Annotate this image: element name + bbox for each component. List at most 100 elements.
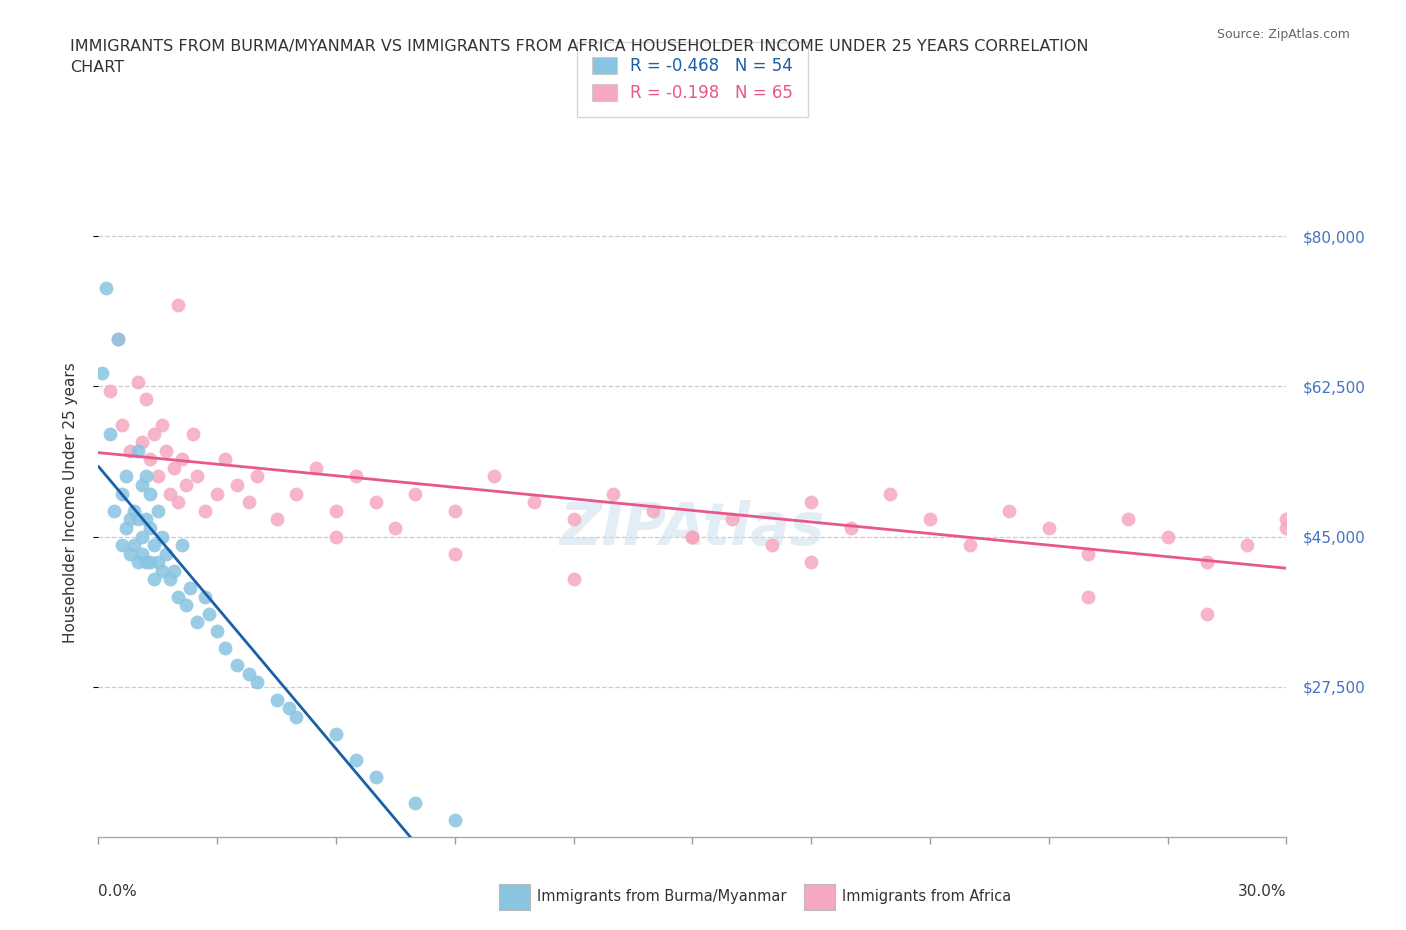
Point: [135, 392, 157, 406]
Point: [115, 521, 138, 536]
Point: [602, 486, 624, 501]
Point: [266, 692, 288, 707]
Point: [246, 469, 269, 484]
Point: [135, 512, 157, 526]
Point: [682, 529, 704, 544]
Point: [839, 521, 862, 536]
Point: [562, 572, 585, 587]
Point: [207, 623, 229, 638]
Point: [682, 529, 704, 544]
Point: [166, 590, 188, 604]
Point: [207, 486, 229, 501]
Point: [103, 503, 125, 518]
Point: [238, 495, 260, 510]
Point: [1156, 529, 1178, 544]
Point: [959, 538, 981, 552]
Point: [155, 444, 177, 458]
Point: [344, 752, 367, 767]
Point: [198, 606, 221, 621]
Point: [325, 726, 347, 741]
Point: [131, 529, 153, 544]
Point: [364, 495, 387, 510]
Point: [166, 298, 188, 312]
Point: [127, 512, 149, 526]
Point: [1077, 546, 1099, 561]
Point: [214, 641, 236, 656]
Point: [98, 426, 121, 441]
Text: ZIPAtlas: ZIPAtlas: [560, 500, 825, 557]
Point: [150, 564, 173, 578]
Point: [998, 503, 1021, 518]
Point: [920, 512, 942, 526]
Point: [111, 538, 134, 552]
Point: [107, 332, 129, 347]
Point: [120, 444, 142, 458]
Point: [641, 503, 664, 518]
Point: [96, 280, 118, 295]
Point: [115, 469, 138, 484]
Point: [146, 503, 169, 518]
Point: [150, 529, 173, 544]
Point: [186, 469, 208, 484]
Text: Immigrants from Africa: Immigrants from Africa: [842, 889, 1011, 904]
Point: [325, 503, 347, 518]
Text: CHART: CHART: [70, 60, 124, 75]
Point: [111, 418, 134, 432]
Point: [150, 418, 173, 432]
Point: [186, 615, 208, 630]
Point: [98, 383, 121, 398]
Point: [1236, 538, 1258, 552]
Point: [1197, 606, 1219, 621]
Point: [139, 486, 162, 501]
Point: [285, 486, 308, 501]
Point: [562, 512, 585, 526]
Point: [1077, 590, 1099, 604]
Point: [166, 495, 188, 510]
Point: [1295, 521, 1317, 536]
Point: [1197, 555, 1219, 570]
Text: Immigrants from Burma/Myanmar: Immigrants from Burma/Myanmar: [537, 889, 786, 904]
Point: [179, 580, 201, 595]
Point: [146, 555, 169, 570]
Point: [127, 444, 149, 458]
Point: [1275, 512, 1298, 526]
Point: [122, 503, 145, 518]
Point: [277, 701, 299, 716]
Point: [325, 529, 347, 544]
Point: [163, 564, 186, 578]
Point: [127, 555, 149, 570]
Point: [183, 426, 205, 441]
Point: [404, 795, 426, 810]
Point: [721, 512, 744, 526]
Point: [159, 486, 181, 501]
Point: [444, 546, 467, 561]
Point: [142, 426, 165, 441]
Point: [285, 710, 308, 724]
Point: [344, 469, 367, 484]
Legend: R = -0.468   N = 54, R = -0.198   N = 65: R = -0.468 N = 54, R = -0.198 N = 65: [576, 42, 808, 117]
Point: [170, 452, 193, 467]
Point: [174, 598, 197, 613]
Text: 30.0%: 30.0%: [1239, 884, 1286, 899]
Point: [800, 555, 823, 570]
Point: [384, 521, 406, 536]
Point: [404, 486, 426, 501]
Point: [238, 667, 260, 682]
Point: [194, 503, 217, 518]
Point: [214, 452, 236, 467]
Point: [135, 555, 157, 570]
Point: [246, 675, 269, 690]
Point: [226, 478, 249, 493]
Point: [139, 521, 162, 536]
Point: [139, 555, 162, 570]
Point: [444, 813, 467, 828]
Point: [142, 538, 165, 552]
Point: [800, 495, 823, 510]
Point: [174, 478, 197, 493]
Point: [159, 572, 181, 587]
Point: [1116, 512, 1139, 526]
Point: [305, 460, 328, 475]
Y-axis label: Householder Income Under 25 years: Householder Income Under 25 years: [63, 362, 77, 643]
Point: [91, 366, 114, 381]
Point: [226, 658, 249, 672]
